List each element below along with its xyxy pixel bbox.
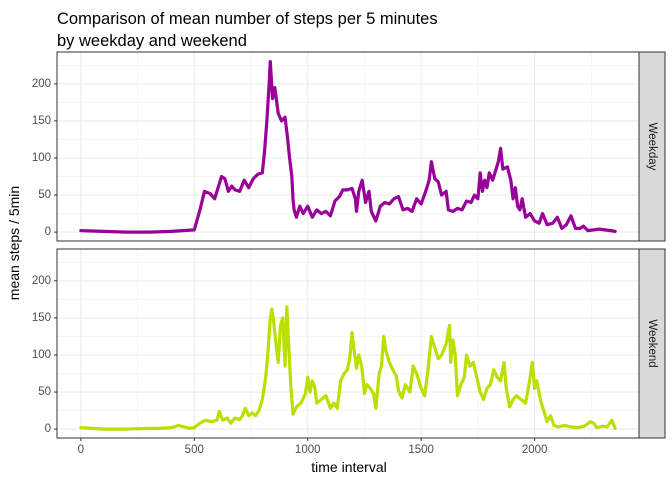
x-tick-label: 2000 xyxy=(522,444,548,456)
x-tick-label: 0 xyxy=(78,444,84,456)
x-tick-label: 500 xyxy=(185,444,204,456)
facet-strip xyxy=(638,248,666,439)
y-axis-title: mean steps / 5min xyxy=(6,186,22,300)
series-line-weekday xyxy=(79,60,617,234)
chart-title: Comparison of mean number of steps per 5… xyxy=(57,10,438,50)
facet-strip xyxy=(638,51,666,242)
panel-weekday: Weekday 0 50 100 150 200 xyxy=(32,51,666,242)
facet-strip-label: Weekday xyxy=(646,123,658,171)
x-tick-label: 1500 xyxy=(408,444,434,456)
y-tick-label: 50 xyxy=(38,189,51,201)
y-tick-label: 0 xyxy=(45,226,51,238)
x-tick-label: 1000 xyxy=(295,444,321,456)
y-tick-label: 200 xyxy=(32,275,51,287)
y-tick-label: 150 xyxy=(32,115,51,127)
y-tick-label: 0 xyxy=(45,423,51,435)
y-tick-label: 150 xyxy=(32,312,51,324)
facet-strip-label: Weekend xyxy=(646,319,658,367)
panel-border xyxy=(56,248,640,439)
y-tick-label: 200 xyxy=(32,78,51,90)
y-tick-label: 100 xyxy=(32,152,51,164)
x-axis-title: time interval xyxy=(311,459,386,475)
panel-border xyxy=(56,51,640,242)
y-tick-label: 100 xyxy=(32,349,51,361)
y-tick-label: 50 xyxy=(38,386,51,398)
series-line-weekend xyxy=(79,305,617,431)
